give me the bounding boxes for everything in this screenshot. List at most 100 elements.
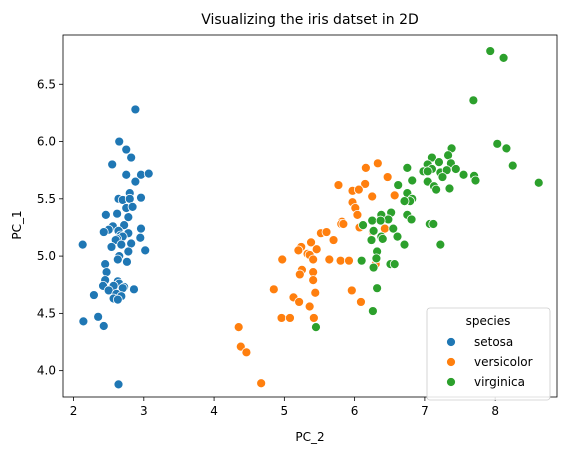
point-setosa-1 xyxy=(114,136,125,147)
x-tick-label-7: 7 xyxy=(421,404,429,418)
point-versicolor-6 xyxy=(353,184,364,195)
y-axis: 4.0 4.5 5.0 5.5 6.0 6.5 xyxy=(37,77,63,378)
point-virginica-11 xyxy=(507,160,518,171)
point-virginica-1 xyxy=(498,53,509,63)
point-virginica-46 xyxy=(392,231,403,242)
legend-label-virginica: virginica xyxy=(474,375,525,389)
y-tick-label-4: 6.0 xyxy=(37,135,56,149)
point-setosa-17 xyxy=(112,208,123,219)
point-versicolor-0 xyxy=(372,158,383,169)
y-tick-label-0: 4.0 xyxy=(37,364,56,378)
point-virginica-29 xyxy=(431,184,442,195)
x-axis: 2 3 4 5 6 7 8 xyxy=(70,397,499,418)
point-virginica-8 xyxy=(434,157,444,168)
legend-title: species xyxy=(466,314,511,328)
point-versicolor-46 xyxy=(308,313,319,323)
point-virginica-0 xyxy=(485,46,496,56)
point-virginica-19 xyxy=(437,172,448,182)
point-setosa-58 xyxy=(98,321,109,331)
point-virginica-57 xyxy=(389,259,400,270)
point-virginica-21 xyxy=(458,169,469,180)
y-axis-label: PC_1 xyxy=(10,210,24,239)
point-virginica-49 xyxy=(366,235,377,245)
points-layer xyxy=(77,46,544,390)
point-versicolor-45 xyxy=(285,313,295,323)
point-setosa-59 xyxy=(113,379,124,390)
point-virginica-25 xyxy=(533,177,544,188)
point-setosa-55 xyxy=(112,294,123,305)
point-setosa-35 xyxy=(140,245,151,256)
point-virginica-22 xyxy=(470,175,481,186)
x-tick-label-3: 3 xyxy=(140,404,148,418)
point-virginica-17 xyxy=(402,162,413,173)
point-versicolor-31 xyxy=(344,255,354,266)
point-setosa-15 xyxy=(127,201,138,212)
y-tick-label-5: 6.5 xyxy=(37,77,56,91)
legend-box xyxy=(426,307,551,401)
point-versicolor-37 xyxy=(268,284,279,295)
point-setosa-13 xyxy=(136,192,146,203)
y-tick-label-3: 5.5 xyxy=(37,192,56,206)
point-setosa-32 xyxy=(116,239,127,250)
y-tick-label-2: 5.0 xyxy=(37,249,56,263)
point-virginica-53 xyxy=(371,253,382,264)
point-versicolor-7 xyxy=(389,190,400,201)
x-tick-label-4: 4 xyxy=(210,404,218,418)
point-virginica-41 xyxy=(375,215,386,226)
point-setosa-33 xyxy=(77,239,88,250)
point-virginica-50 xyxy=(399,239,410,250)
point-virginica-4 xyxy=(501,143,512,154)
point-setosa-36 xyxy=(123,246,134,257)
point-virginica-58 xyxy=(372,283,383,294)
point-versicolor-3 xyxy=(333,180,344,190)
x-tick-label-6: 6 xyxy=(351,404,359,418)
point-versicolor-30 xyxy=(335,255,346,266)
legend-label-setosa: setosa xyxy=(474,335,513,349)
point-versicolor-41 xyxy=(304,301,315,312)
point-versicolor-24 xyxy=(293,245,304,256)
point-versicolor-35 xyxy=(308,275,319,286)
point-setosa-41 xyxy=(101,267,112,278)
point-setosa-0 xyxy=(130,104,141,115)
point-versicolor-39 xyxy=(310,287,321,298)
legend: species setosa versicolor virginica xyxy=(426,307,551,401)
point-virginica-52 xyxy=(435,239,446,250)
point-setosa-49 xyxy=(129,284,139,295)
point-setosa-22 xyxy=(98,227,109,237)
point-versicolor-8 xyxy=(367,191,378,202)
x-tick-label-5: 5 xyxy=(281,404,289,418)
point-virginica-48 xyxy=(428,219,439,229)
point-versicolor-43 xyxy=(356,297,366,307)
point-virginica-26 xyxy=(393,180,404,190)
point-versicolor-36 xyxy=(294,269,305,280)
point-virginica-24 xyxy=(407,175,418,186)
point-versicolor-29 xyxy=(277,254,288,265)
point-setosa-5 xyxy=(121,169,132,180)
legend-marker-setosa xyxy=(446,337,456,347)
plot-frame xyxy=(62,34,558,398)
point-virginica-60 xyxy=(311,322,321,333)
point-virginica-28 xyxy=(444,183,455,194)
point-setosa-18 xyxy=(123,212,134,223)
point-virginica-54 xyxy=(356,255,367,266)
point-versicolor-44 xyxy=(276,313,287,323)
point-virginica-45 xyxy=(377,234,388,244)
point-versicolor-47 xyxy=(233,322,244,333)
point-setosa-52 xyxy=(89,290,99,300)
chart-title: Visualizing the iris datset in 2D xyxy=(201,12,419,28)
point-setosa-39 xyxy=(100,259,111,270)
point-setosa-3 xyxy=(126,152,137,163)
point-versicolor-2 xyxy=(382,172,393,182)
point-setosa-24 xyxy=(136,223,146,234)
legend-label-versicolor: versicolor xyxy=(474,355,533,369)
point-virginica-43 xyxy=(368,225,379,236)
point-setosa-16 xyxy=(100,209,111,220)
point-versicolor-4 xyxy=(360,179,371,189)
x-tick-label-8: 8 xyxy=(491,404,499,418)
point-setosa-30 xyxy=(135,232,146,243)
point-versicolor-50 xyxy=(256,378,267,389)
legend-marker-virginica xyxy=(446,377,456,387)
point-versicolor-28 xyxy=(324,254,335,265)
point-virginica-40 xyxy=(367,215,378,226)
